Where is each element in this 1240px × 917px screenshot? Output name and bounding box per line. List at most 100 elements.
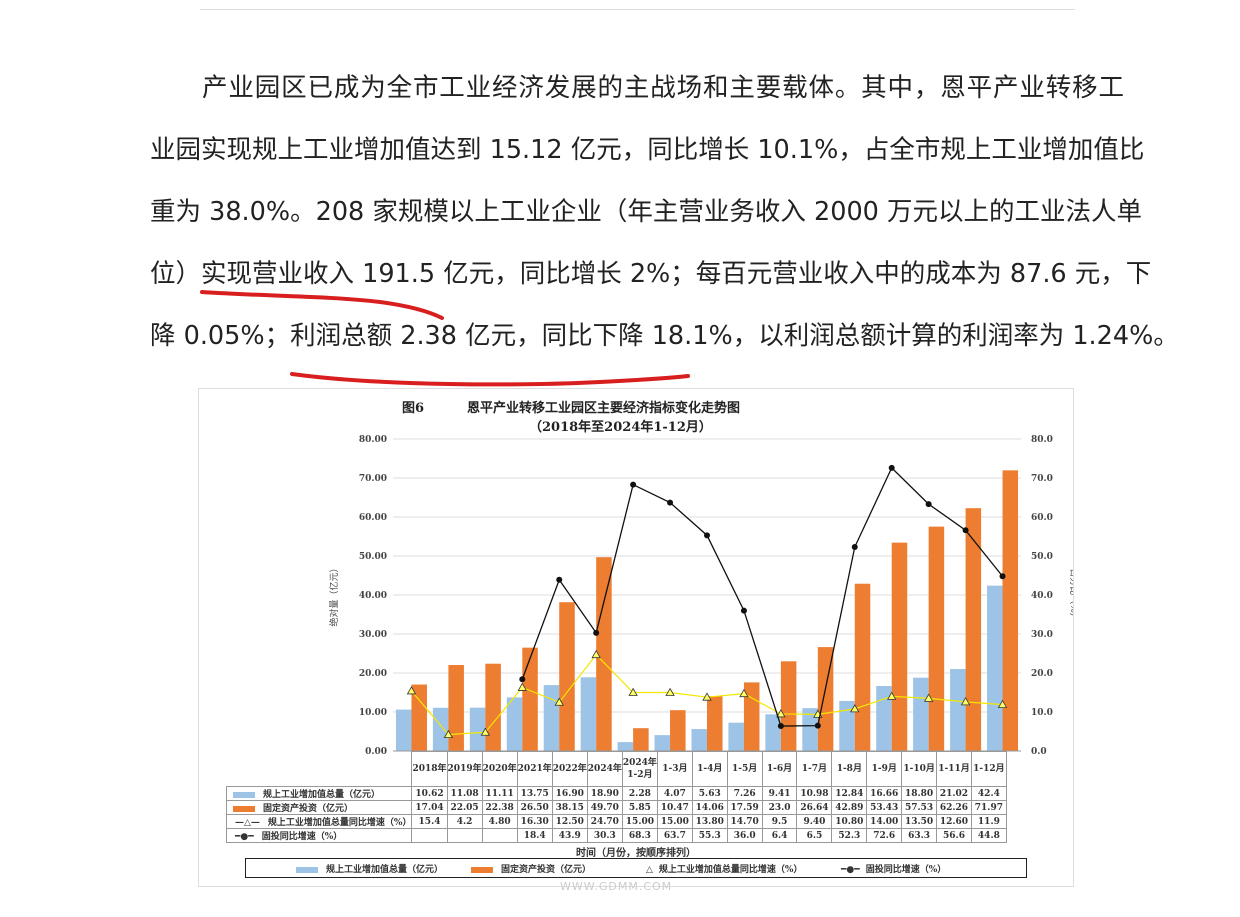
row-label: 固定资产投资（亿元） (225, 800, 413, 815)
table-cell: 22.05 (446, 800, 483, 815)
table-cell: 10.62 (411, 786, 448, 801)
table-cell: 68.3 (621, 828, 658, 843)
growth-rate-marker (997, 699, 1008, 708)
table-cell: 6.5 (796, 828, 833, 843)
table-cell: 16.66 (866, 786, 903, 801)
table-cell: 38.15 (551, 800, 588, 815)
table-header-cell: 1-11月 (936, 751, 972, 787)
table-cell: 49.70 (586, 800, 623, 815)
fixed-investment-bar (743, 682, 760, 751)
table-cell: 36.0 (726, 828, 763, 843)
body-paragraph: 产业园区已成为全市工业经济发展的主战场和主要载体。其中，恩平产业转移工 业园实现… (150, 62, 1179, 372)
fixed-investment-bar (891, 542, 908, 751)
legend-label: 规上工业增加值总量同比增速（%） (658, 865, 803, 875)
investment-growth-marker (814, 722, 821, 729)
fixed-investment-bar (670, 710, 686, 751)
y-tick-left: 30.00 (359, 630, 387, 640)
fixed-investment-bar (1002, 470, 1019, 751)
growth-rate-marker (406, 686, 417, 695)
fixed-investment-bar (928, 526, 945, 751)
table-header-cell: 1-5月 (726, 751, 763, 787)
y-tick-left: 60.00 (359, 513, 387, 523)
industrial-value-bar (580, 677, 597, 751)
fixed-investment-bar (411, 684, 427, 751)
table-row: 规上工业增加值总量（亿元） 10.62 11.08 11.11 13.75 16.90 18… (225, 786, 1007, 801)
table-cell: 42.4 (970, 786, 1007, 801)
table-cell: 2.28 (621, 786, 658, 801)
table-header-cell: 2024年 1-2月 (621, 751, 658, 787)
table-cell: 42.89 (831, 800, 868, 815)
growth-rate-marker (628, 687, 638, 696)
investment-growth-marker (519, 676, 526, 683)
table-cell: 71.97 (970, 800, 1007, 815)
y-tick-left: 20.00 (359, 669, 387, 679)
table-cell (481, 828, 518, 843)
table-cell: 21.02 (936, 786, 972, 801)
table-header-cell: 2019年 (446, 751, 483, 787)
fixed-investment-bar (485, 663, 501, 751)
table-cell: 18.80 (901, 786, 938, 801)
paragraph-line: 业园实现规上工业增加值达到 15.12 亿元，同比增长 10.1%，占全市规上工… (150, 135, 1145, 165)
table-cell: 23.0 (761, 800, 798, 815)
table-cell: 44.8 (970, 828, 1007, 843)
growth-rate-marker (554, 697, 564, 706)
legend-label: 固投同比增速（%） (865, 865, 947, 875)
table-row: 固定资产投资（亿元） 17.04 22.05 22.38 26.50 38.15 49.70… (225, 800, 1007, 815)
legend-item: 固定资产投资（亿元） (471, 862, 591, 875)
growth-rate-marker (923, 693, 934, 702)
growth-rate-marker (702, 692, 712, 701)
table-cell: 11.11 (481, 786, 518, 801)
table-cell: 15.00 (621, 814, 658, 829)
investment-growth-marker (556, 576, 563, 583)
table-cell: 9.5 (761, 814, 798, 829)
table-header-cell: 1-6月 (761, 751, 798, 787)
y-tick-right: 80.0 (1031, 435, 1053, 445)
legend-swatch (296, 866, 318, 873)
paragraph-line: 重为 38.0%。208 家规模以上工业企业（年主营业务收入 2000 万元以上… (150, 197, 1142, 227)
y-tick-right: 20.0 (1031, 669, 1053, 679)
investment-growth-marker (851, 544, 858, 551)
investment-growth-marker (593, 629, 600, 636)
paragraph-line: 产业园区已成为全市工业经济发展的主战场和主要载体。其中，恩平产业转移工 (202, 73, 1124, 103)
chart-figure: 图6 恩平产业转移工业园区主要经济指标变化走势图 （2018年至2024年1-1… (198, 388, 1074, 887)
paragraph-line: 位）实现营业收入 191.5 亿元，同比增长 2%；每百元营业收入中的成本为 8… (150, 259, 1152, 289)
industrial-value-bar (432, 707, 449, 751)
table-cell: 13.80 (691, 814, 728, 829)
fixed-investment-bar (780, 661, 797, 751)
fixed-investment-bar (817, 647, 834, 751)
table-cell: 55.3 (691, 828, 728, 843)
fixed-investment-bar (633, 728, 649, 751)
table-cell: 4.07 (656, 786, 693, 801)
table-cell: 6.4 (761, 828, 798, 843)
table-cell: 18.4 (516, 828, 553, 843)
legend: 规上工业增加值总量（亿元） 固定资产投资（亿元） △ 规上工业增加值总量同比增速（… (245, 858, 1027, 878)
investment-growth-marker (630, 481, 637, 488)
table-header-cell: 1-4月 (691, 751, 728, 787)
legend-label: 固定资产投资（亿元） (501, 865, 592, 875)
industrial-value-bar (802, 708, 818, 751)
table-cell: 4.2 (446, 814, 483, 829)
table-header-cell: 1-10月 (901, 751, 938, 787)
growth-rate-marker (887, 691, 897, 700)
table-cell: 9.40 (796, 814, 833, 829)
x-axis-label: 时间（月份，按顺序排列） (576, 848, 696, 859)
table-cell: 18.90 (586, 786, 623, 801)
table-cell: 14.70 (726, 814, 763, 829)
investment-growth-marker (962, 527, 969, 534)
legend-swatch (471, 866, 493, 873)
triangle-marker-icon: △ (646, 865, 653, 875)
fixed-investment-bar (596, 557, 612, 751)
growth-rate-marker (443, 729, 454, 739)
table-row: —△— 规上工业增加值总量同比增速（%） 15.4 4.2 4.80 16.30 12.50… (225, 814, 1007, 829)
table-cell: 11.9 (970, 814, 1007, 829)
chart-plot: 0.00 0.010.00 10.020.00 20.030.00 30.040.00 4… (328, 435, 1073, 757)
table-cell: 13.75 (516, 786, 553, 801)
growth-rate-marker (517, 682, 527, 691)
table-cell: 17.04 (411, 800, 448, 815)
row-label: 规上工业增加值总量（亿元） (225, 786, 413, 801)
legend-item: ━●━ 固投同比增速（%） (841, 862, 946, 875)
table-cell: 52.3 (831, 828, 868, 843)
investment-growth-marker (777, 723, 784, 730)
industrial-value-bar (543, 685, 560, 751)
y-tick-right: 40.0 (1031, 591, 1053, 601)
